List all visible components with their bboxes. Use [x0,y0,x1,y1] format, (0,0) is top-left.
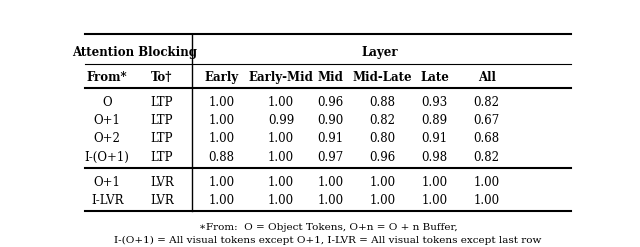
Text: 0.91: 0.91 [422,132,448,145]
Text: From*: From* [87,71,127,84]
Text: 1.00: 1.00 [317,176,344,189]
Text: Layer: Layer [362,46,398,59]
Text: O: O [102,96,112,109]
Text: 0.67: 0.67 [474,114,500,127]
Text: 1.00: 1.00 [268,96,294,109]
Text: LVR: LVR [150,176,173,189]
Text: 0.80: 0.80 [369,132,396,145]
Text: Early: Early [204,71,239,84]
Text: LTP: LTP [150,96,173,109]
Text: 0.96: 0.96 [317,96,344,109]
Text: I-(O+1): I-(O+1) [85,151,130,164]
Text: 0.93: 0.93 [422,96,448,109]
Text: 0.90: 0.90 [317,114,344,127]
Text: To†: To† [151,71,173,84]
Text: 1.00: 1.00 [268,132,294,145]
Text: 1.00: 1.00 [268,151,294,164]
Text: O+1: O+1 [94,114,121,127]
Text: 1.00: 1.00 [208,96,234,109]
Text: 0.91: 0.91 [317,132,344,145]
Text: O+2: O+2 [94,132,121,145]
Text: 1.00: 1.00 [208,194,234,207]
Text: ∗From:  O = Object Tokens, O+n = O + n Buffer,: ∗From: O = Object Tokens, O+n = O + n Bu… [198,223,458,232]
Text: 1.00: 1.00 [317,194,344,207]
Text: 0.82: 0.82 [474,151,500,164]
Text: 0.82: 0.82 [474,96,500,109]
Text: O+1: O+1 [94,176,121,189]
Text: 1.00: 1.00 [422,194,448,207]
Text: I-(O+1) = All visual tokens except O+1, I-LVR = All visual tokens except last ro: I-(O+1) = All visual tokens except O+1, … [115,236,541,245]
Text: Mid: Mid [317,71,344,84]
Text: 0.89: 0.89 [422,114,448,127]
Text: Early-Mid: Early-Mid [248,71,314,84]
Text: 0.88: 0.88 [369,96,396,109]
Text: 1.00: 1.00 [268,194,294,207]
Text: Mid-Late: Mid-Late [353,71,412,84]
Text: 0.98: 0.98 [422,151,448,164]
Text: LVR: LVR [150,194,173,207]
Text: 0.97: 0.97 [317,151,344,164]
Text: 0.88: 0.88 [209,151,234,164]
Text: LTP: LTP [150,114,173,127]
Text: 1.00: 1.00 [474,176,500,189]
Text: 1.00: 1.00 [474,194,500,207]
Text: 1.00: 1.00 [208,176,234,189]
Text: 1.00: 1.00 [208,132,234,145]
Text: 1.00: 1.00 [208,114,234,127]
Text: Late: Late [420,71,449,84]
Text: 0.99: 0.99 [268,114,294,127]
Text: LTP: LTP [150,132,173,145]
Text: 0.68: 0.68 [474,132,500,145]
Text: 0.96: 0.96 [369,151,396,164]
Text: 1.00: 1.00 [268,176,294,189]
Text: 1.00: 1.00 [369,176,396,189]
Text: LTP: LTP [150,151,173,164]
Text: 0.82: 0.82 [369,114,396,127]
Text: 1.00: 1.00 [369,194,396,207]
Text: 1.00: 1.00 [422,176,448,189]
Text: Attention Blocking: Attention Blocking [72,46,197,59]
Text: All: All [478,71,495,84]
Text: I-LVR: I-LVR [91,194,124,207]
